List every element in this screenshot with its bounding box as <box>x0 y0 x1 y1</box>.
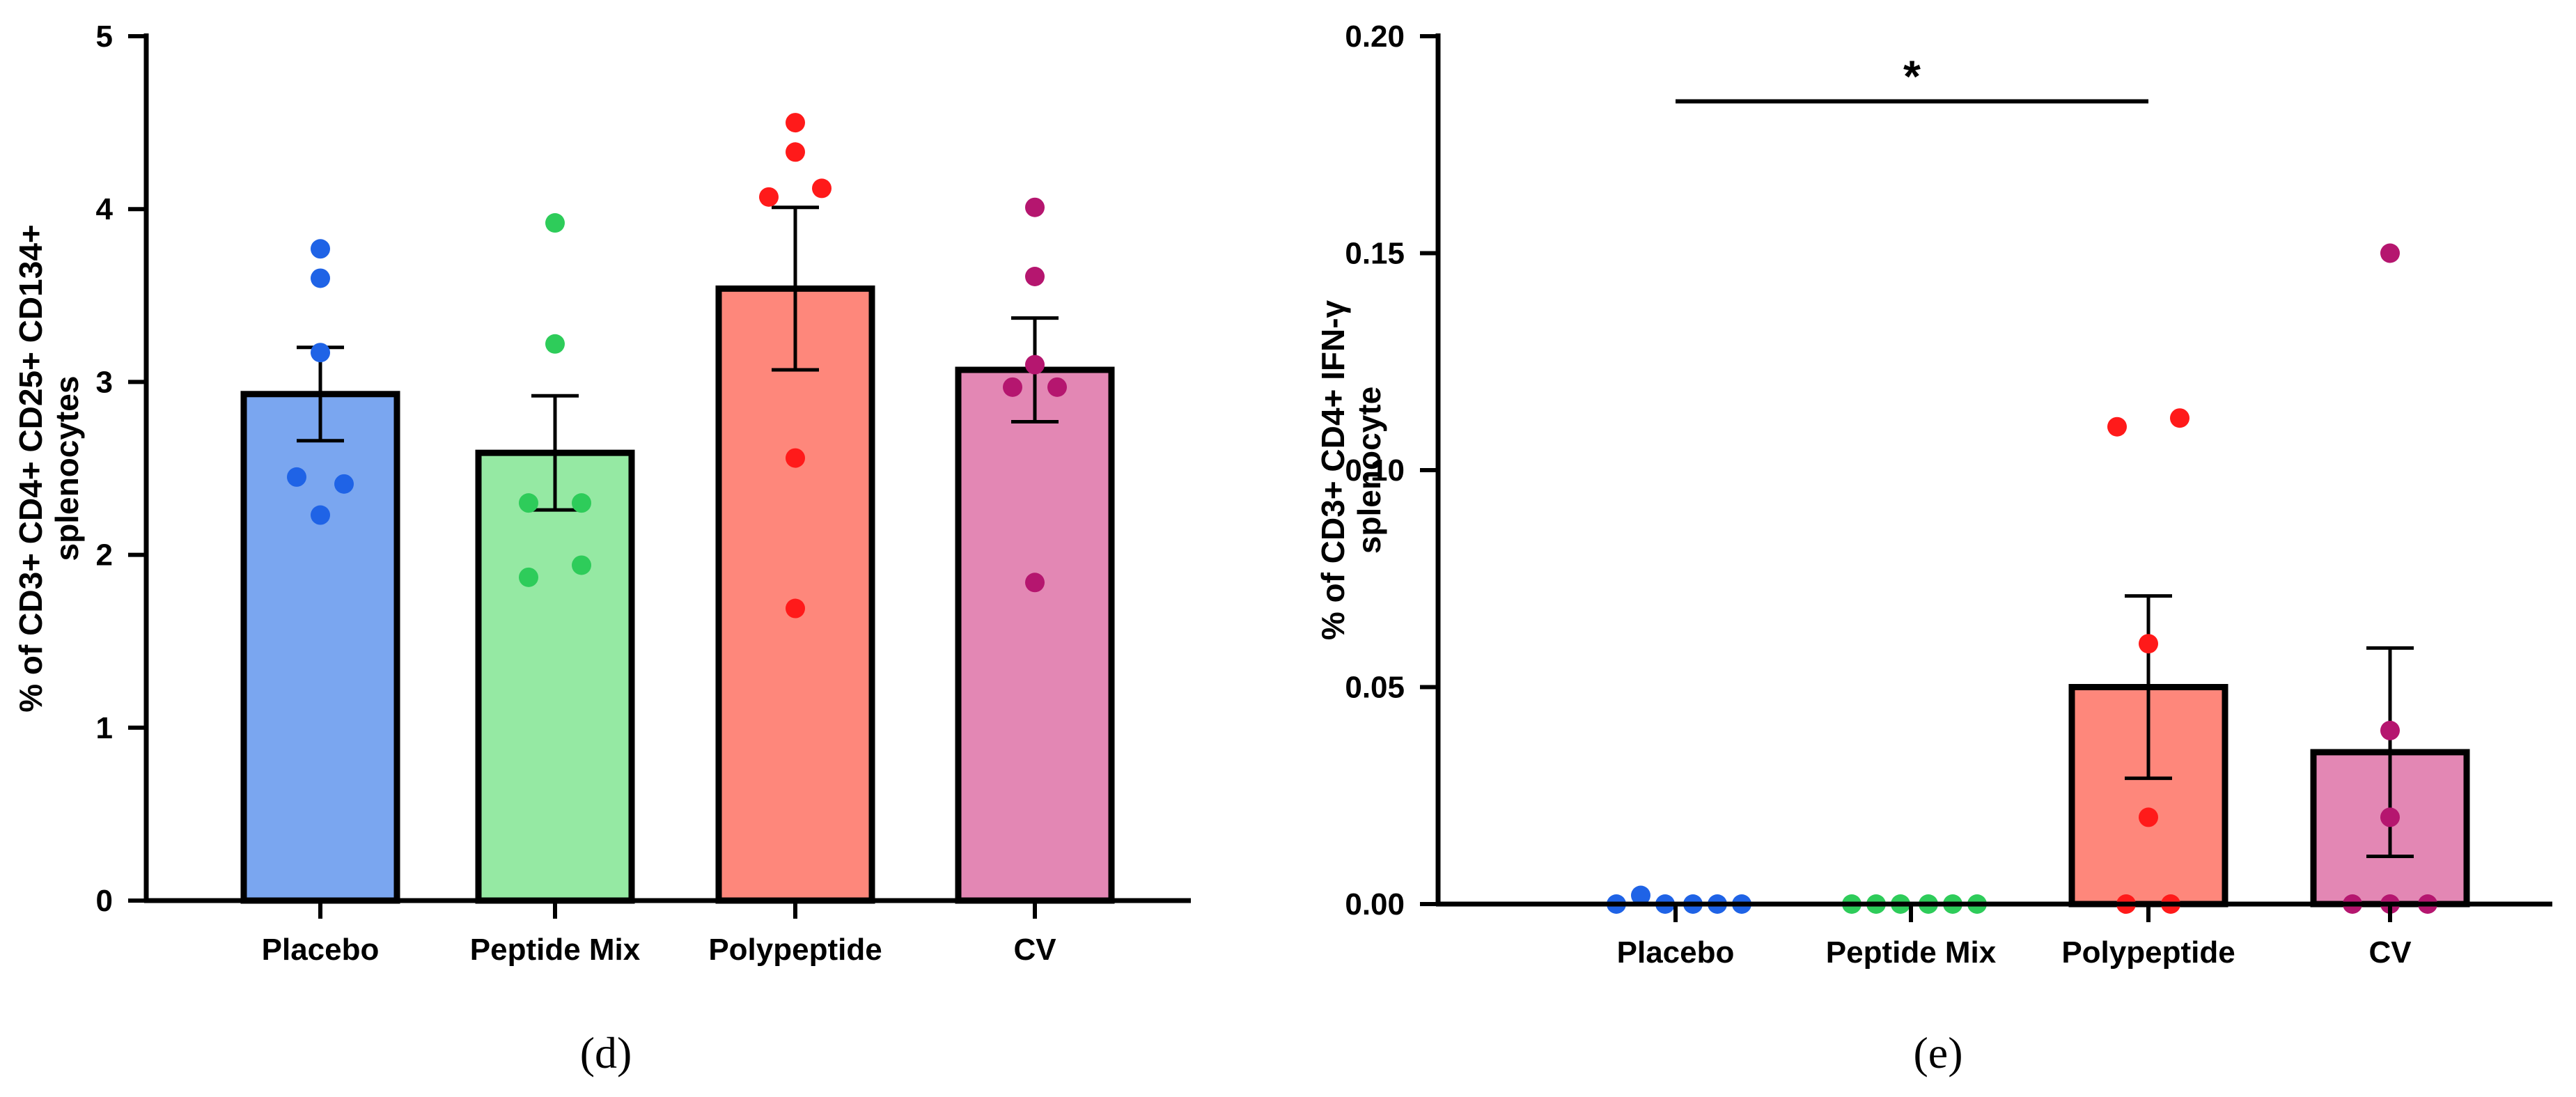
data-point-3-1 <box>2380 720 2400 740</box>
y-tick-label-1: 1 <box>96 711 113 745</box>
data-point-3-0 <box>1025 197 1045 217</box>
panel-label: (e) <box>1913 1028 1962 1077</box>
chart-panel-d: 0 1 2 3 4 5 Placebo Peptide Mix Polypeptide CV % o… <box>13 20 1191 1077</box>
category-label-2: Polypeptide <box>2061 935 2235 970</box>
y-tick-label-4: 4 <box>96 192 114 226</box>
data-point-2-5 <box>786 598 805 618</box>
category-label-3: CV <box>2368 935 2412 970</box>
data-point-0-2 <box>311 343 330 363</box>
significance-label: * <box>1903 51 1921 101</box>
data-point-3-1 <box>1025 266 1045 286</box>
category-label-1: Peptide Mix <box>470 933 641 967</box>
data-point-3-0 <box>2380 243 2400 263</box>
bar-3 <box>955 366 1115 904</box>
bar-0 <box>240 391 400 904</box>
data-point-1-3 <box>572 493 591 513</box>
chart-panel-e: 0.00 0.05 0.10 0.15 0.20 Placebo Peptide Mix Po… <box>1315 20 2552 1077</box>
data-point-3-4 <box>1047 377 1067 397</box>
data-point-0-1 <box>1631 885 1650 905</box>
data-point-2-0 <box>786 113 805 133</box>
data-point-2-1 <box>2170 408 2189 428</box>
data-point-0-4 <box>334 474 354 494</box>
y-tick-label-4: 0.20 <box>1345 20 1405 54</box>
bar-1 <box>475 449 635 904</box>
data-point-2-1 <box>786 142 805 162</box>
data-point-1-2 <box>519 493 538 513</box>
data-point-2-2 <box>2139 634 2158 654</box>
y-axis-label: % of CD3+ CD4+ CD25+ CD134+splenocytes <box>13 224 85 713</box>
data-point-3-5 <box>1025 573 1045 593</box>
y-tick-label-2: 2 <box>96 538 113 573</box>
category-label-0: Placebo <box>262 933 380 967</box>
data-point-2-4 <box>786 448 805 468</box>
data-point-1-1 <box>545 334 565 354</box>
y-tick-label-5: 5 <box>96 20 113 54</box>
data-point-3-2 <box>1025 355 1045 375</box>
data-point-1-5 <box>519 567 538 587</box>
y-tick-label-3: 3 <box>96 365 113 399</box>
data-point-2-2 <box>812 178 832 199</box>
data-point-3-3 <box>1003 377 1022 397</box>
data-point-0-1 <box>311 268 330 288</box>
data-point-3-2 <box>2380 807 2400 827</box>
category-label-0: Placebo <box>1617 935 1735 970</box>
y-axis-label-line2: splenocyte <box>1351 387 1387 554</box>
y-axis-label-line1: % of CD3+ CD4+ IFN-γ <box>1315 299 1351 640</box>
data-point-0-5 <box>311 505 330 525</box>
bar-2 <box>715 285 875 904</box>
data-point-1-0 <box>545 213 565 233</box>
y-tick-label-2: 0.10 <box>1345 453 1405 488</box>
y-tick-label-1: 0.05 <box>1345 671 1405 705</box>
category-label-1: Peptide Mix <box>1826 935 1997 970</box>
y-axis-label-line1: % of CD3+ CD4+ CD25+ CD134+ <box>13 224 49 713</box>
panel-label: (d) <box>580 1028 632 1077</box>
y-tick-label-3: 0.15 <box>1345 237 1405 271</box>
y-axis-label: % of CD3+ CD4+ IFN-γsplenocyte <box>1315 299 1387 640</box>
category-label-3: CV <box>1013 933 1056 967</box>
data-point-0-0 <box>311 239 330 259</box>
data-point-0-3 <box>287 467 306 487</box>
data-point-2-0 <box>2107 417 2127 437</box>
y-tick-label-0: 0.00 <box>1345 887 1405 921</box>
y-axis-label-line2: splenocytes <box>49 376 85 561</box>
y-tick-label-0: 0 <box>96 884 113 918</box>
category-label-2: Polypeptide <box>708 933 882 967</box>
data-point-2-3 <box>2139 807 2158 827</box>
data-point-2-3 <box>759 187 779 207</box>
data-point-1-4 <box>572 555 591 575</box>
